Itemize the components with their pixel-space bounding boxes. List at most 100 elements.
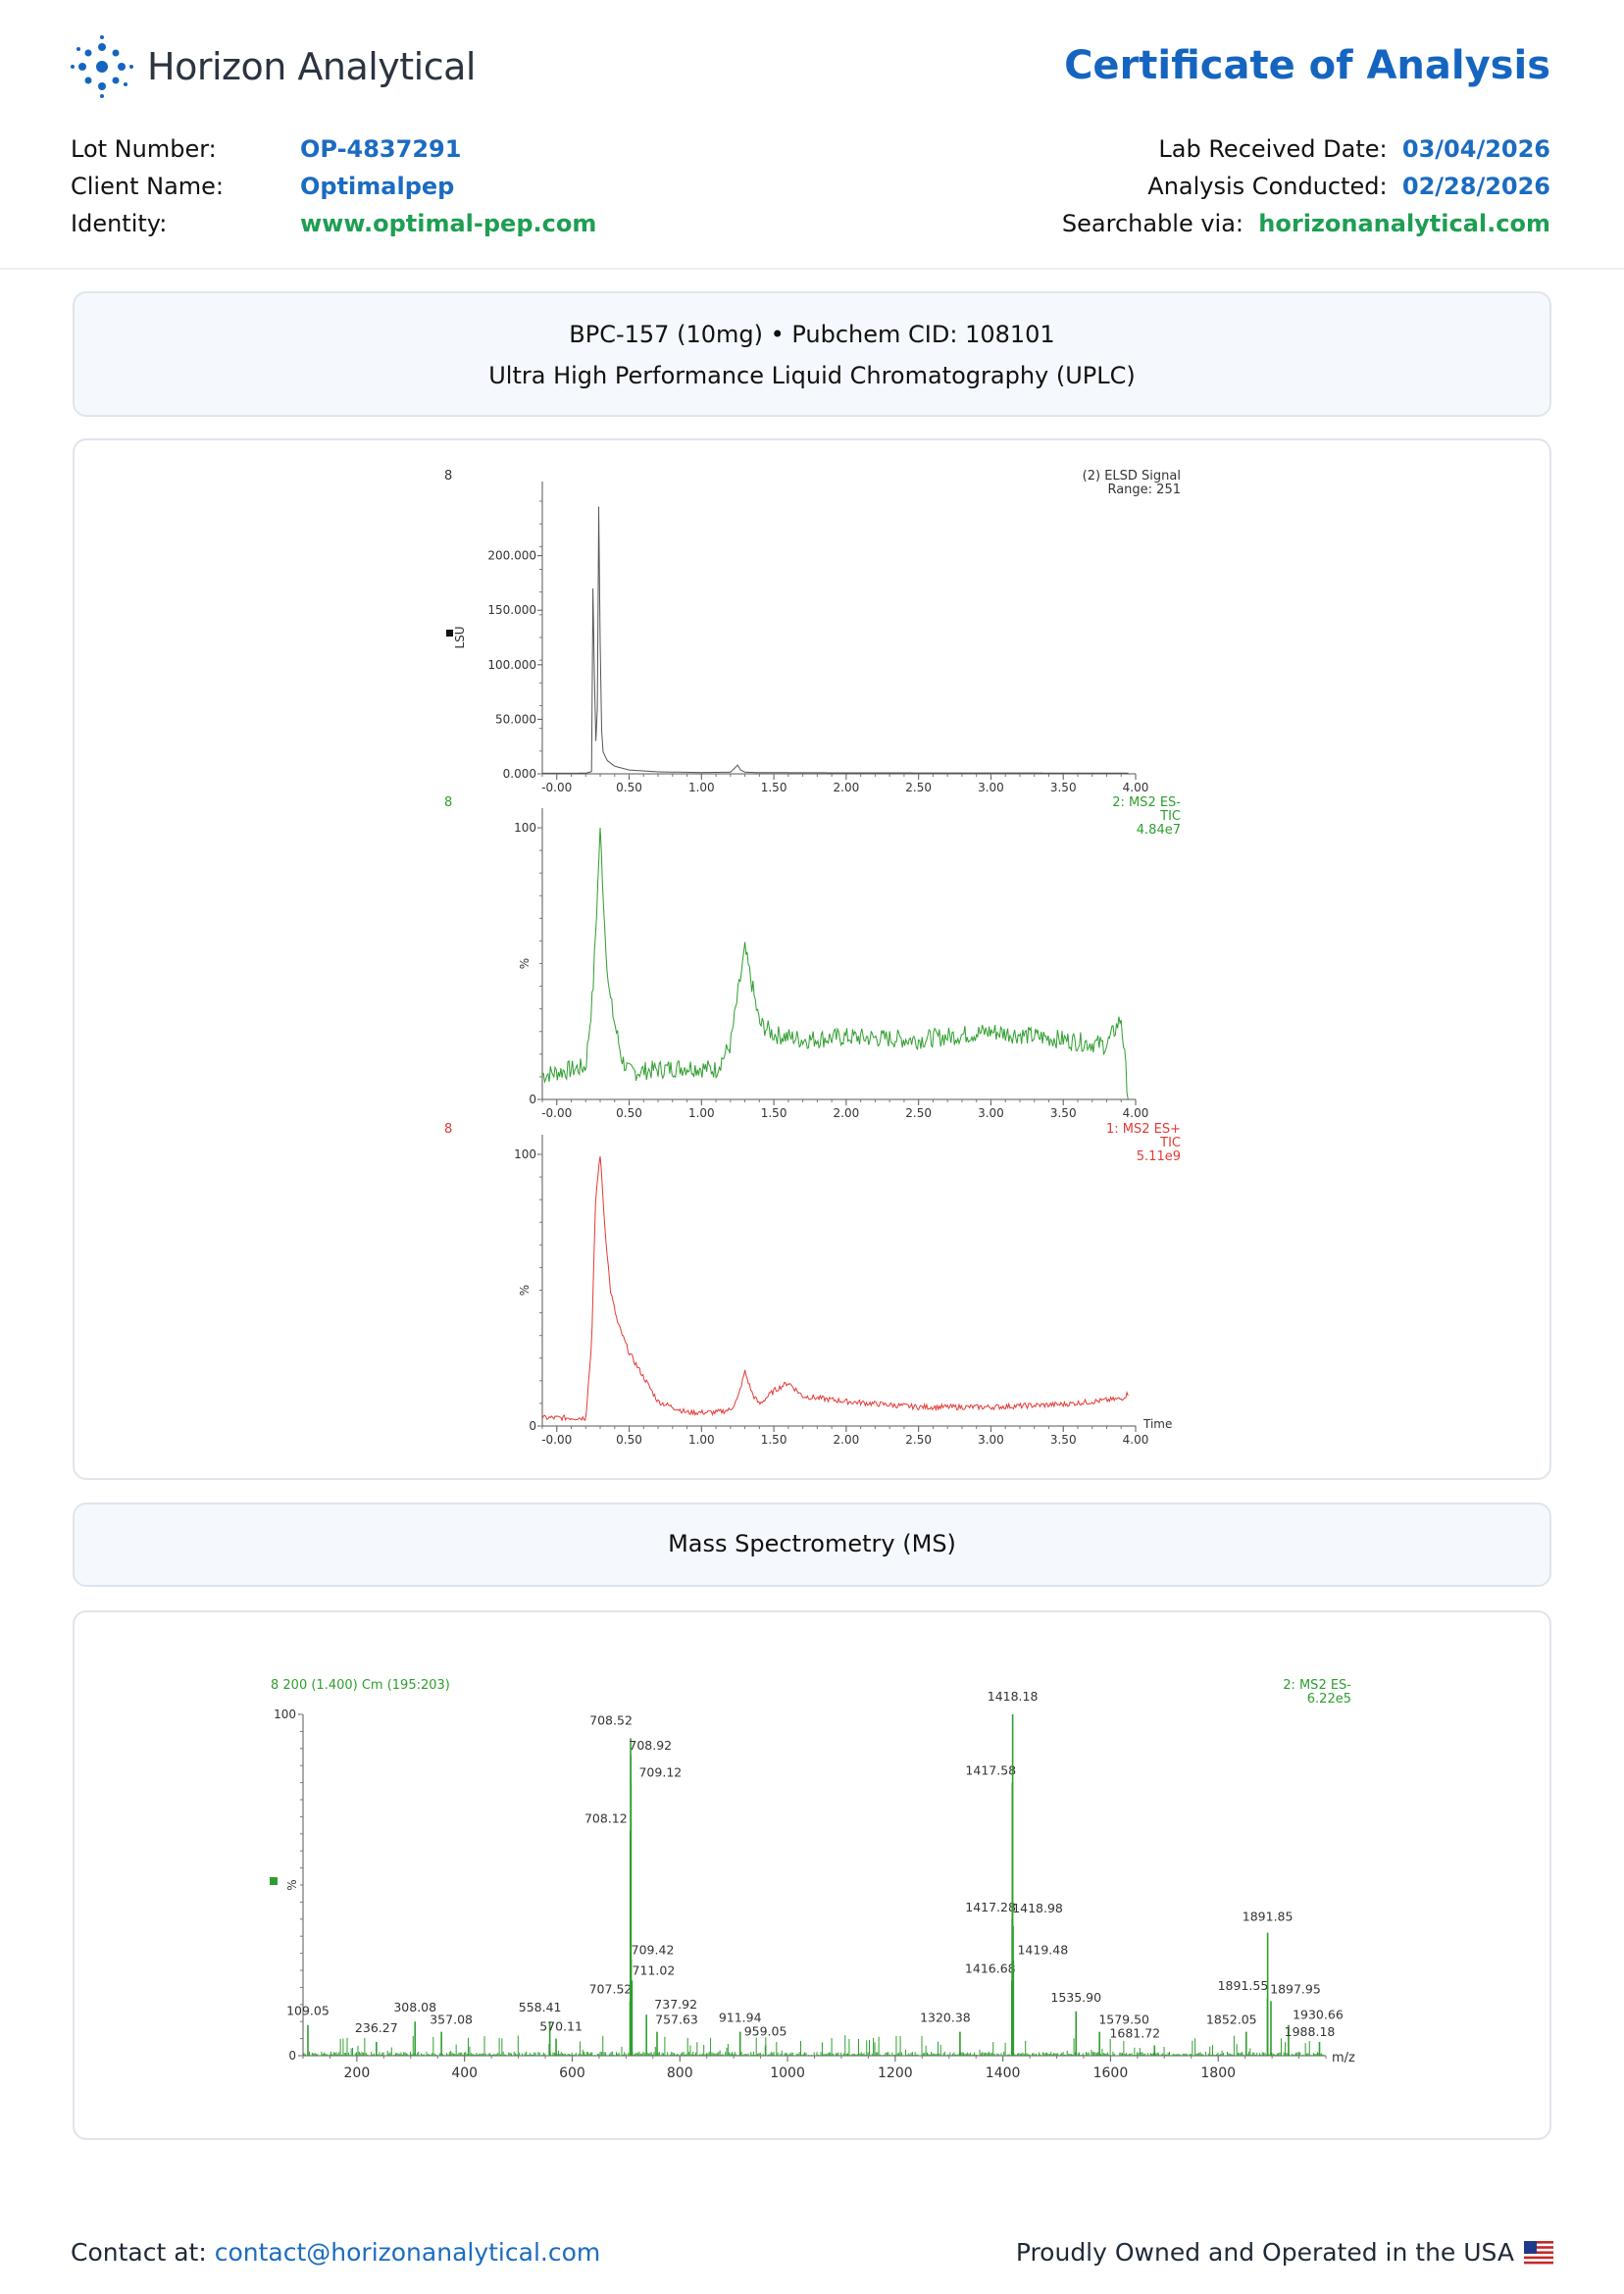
page-title: Certificate of Analysis	[1064, 43, 1550, 88]
x-tick-label: 1600	[1093, 2065, 1129, 2081]
conducted-value: 02/28/2026	[1401, 173, 1550, 200]
ylabel-marker	[446, 630, 453, 637]
legend-text: 2: MS2 ES-	[1112, 795, 1181, 810]
lot-row: Lot Number:	[71, 135, 217, 163]
y-axis-label: %	[518, 958, 532, 969]
identity-label: Identity:	[71, 210, 168, 237]
usa-text: Proudly Owned and Operated in the USA	[1015, 2238, 1514, 2267]
x-tick-label: 3.50	[1050, 781, 1077, 794]
sample-name: BPC-157 (10mg) • Pubchem CID: 108101	[569, 321, 1055, 348]
x-tick-label: 2.50	[905, 1433, 932, 1447]
x-tick-label: 2.00	[834, 1433, 860, 1447]
method-name: Ultra High Performance Liquid Chromatogr…	[488, 362, 1136, 389]
peak-label: 1852.05	[1206, 2013, 1257, 2027]
peak-label: 1891.55	[1218, 1978, 1269, 1993]
searchable-label: Searchable via:	[1061, 210, 1244, 237]
peak-label: 1891.85	[1243, 1910, 1294, 1924]
y-tick-label: 100	[514, 1147, 536, 1161]
peak-label: 708.92	[629, 1738, 672, 1753]
peak-label: 1897.95	[1270, 1981, 1321, 1996]
peak-label: 109.05	[286, 2004, 330, 2018]
received-value: 03/04/2026	[1401, 135, 1550, 163]
logo-text: Horizon Analytical	[147, 45, 476, 88]
peak-label: 959.05	[744, 2024, 787, 2039]
x-tick-label: 4.00	[1123, 781, 1149, 794]
searchable-value[interactable]: horizonanalytical.com	[1258, 210, 1550, 237]
y-axis-label: LSU	[453, 626, 467, 648]
us-flag-icon	[1524, 2240, 1553, 2265]
trace-line	[542, 506, 1129, 774]
x-tick-label: 1400	[986, 2065, 1021, 2081]
contact-email-link[interactable]: contact@horizonanalytical.com	[214, 2238, 601, 2267]
peak-label: 1419.48	[1017, 1943, 1068, 1958]
legend-text: (2) ELSD Signal	[1083, 469, 1181, 484]
y-tick-label: 200.000	[487, 549, 536, 563]
y-axis-label: %	[285, 1879, 299, 1890]
x-tick-label: 1.00	[688, 781, 715, 794]
peak-label: 1417.28	[965, 1900, 1016, 1914]
x-tick-label: 800	[667, 2065, 693, 2081]
legend-text: 5.11e9	[1137, 1149, 1181, 1164]
legend-text: 4.84e7	[1137, 823, 1181, 838]
identity-value[interactable]: www.optimal-pep.com	[300, 210, 597, 237]
y-tick-label: 100.000	[487, 658, 536, 672]
peak-label: 1681.72	[1109, 2026, 1160, 2041]
x-tick-label: 3.00	[978, 1433, 1004, 1447]
horizon-logo-icon	[71, 35, 133, 98]
spectrum-title: 8 200 (1.400) Cm (195:203)	[271, 1678, 450, 1693]
peak-label: 236.27	[355, 2020, 398, 2035]
peak-label: 708.52	[589, 1712, 633, 1727]
legend-text: TIC	[1159, 1136, 1181, 1150]
ylabel-marker	[270, 1877, 278, 1885]
x-tick-label: 4.00	[1123, 1433, 1149, 1447]
peak-label: 707.52	[589, 1981, 633, 1996]
searchable-row: Searchable via: horizonanalytical.com	[1062, 210, 1550, 237]
peak-label: 708.12	[584, 1810, 628, 1825]
x-tick-label: 2.50	[905, 1106, 932, 1120]
ms-title-card: Mass Spectrometry (MS)	[73, 1503, 1551, 1587]
ms-title: Mass Spectrometry (MS)	[668, 1530, 956, 1557]
x-tick-label: -0.00	[541, 1106, 572, 1120]
contact-label: Contact at:	[71, 2238, 207, 2267]
x-tick-label: 1.50	[761, 1433, 787, 1447]
trace-line	[541, 827, 1129, 1100]
peak-label: 1988.18	[1285, 2024, 1336, 2039]
x-tick-label: 0.50	[616, 1106, 642, 1120]
x-tick-label: 3.50	[1050, 1106, 1077, 1120]
x-tick-label: 400	[451, 2065, 478, 2081]
lot-label: Lot Number:	[71, 135, 217, 163]
y-axis-label: %	[518, 1285, 532, 1296]
x-tick-label: 2.00	[834, 1106, 860, 1120]
peak-label: 1930.66	[1293, 2008, 1344, 2022]
x-tick-label: 1.50	[761, 1106, 787, 1120]
y-tick-label: 50.000	[495, 712, 536, 726]
peak-label: 1416.68	[965, 1961, 1016, 1975]
chromatogram-card: 8 (2) ELSD Signal Range: 251 LSU 0.000 50.000…	[73, 438, 1551, 1480]
y-tick-label: 150.000	[487, 603, 536, 617]
x-tick-label: 2.00	[834, 781, 860, 794]
panel-id-label: 8	[444, 1122, 452, 1137]
peak-label: 709.42	[632, 1943, 675, 1958]
ms-spectrum-card: 8 200 (1.400) Cm (195:203) 2: MS2 ES- 6.22…	[73, 1610, 1551, 2140]
peak-label: 570.11	[539, 2019, 583, 2034]
x-axis-label: m/z	[1332, 2051, 1355, 2065]
conducted-row: Analysis Conducted: 02/28/2026	[1147, 173, 1550, 200]
x-tick-label: 1.00	[688, 1433, 715, 1447]
x-tick-label: 3.00	[978, 781, 1004, 794]
peak-label: 1579.50	[1098, 2013, 1149, 2027]
y-tick-label: 0	[529, 1093, 536, 1106]
conducted-label: Analysis Conducted:	[1147, 173, 1388, 200]
peak-label: 711.02	[633, 1963, 676, 1977]
y-tick-label: 0	[529, 1419, 536, 1433]
panel-id-label: 8	[444, 469, 452, 484]
footer-usa: Proudly Owned and Operated in the USA	[1016, 2238, 1553, 2267]
received-label: Lab Received Date:	[1158, 135, 1388, 163]
x-tick-label: 1.00	[688, 1106, 715, 1120]
company-logo: Horizon Analytical	[71, 35, 476, 98]
sample-info-card: BPC-157 (10mg) • Pubchem CID: 108101 Ult…	[73, 291, 1551, 417]
x-tick-label: 3.50	[1050, 1433, 1077, 1447]
x-tick-label: 1.50	[761, 781, 787, 794]
